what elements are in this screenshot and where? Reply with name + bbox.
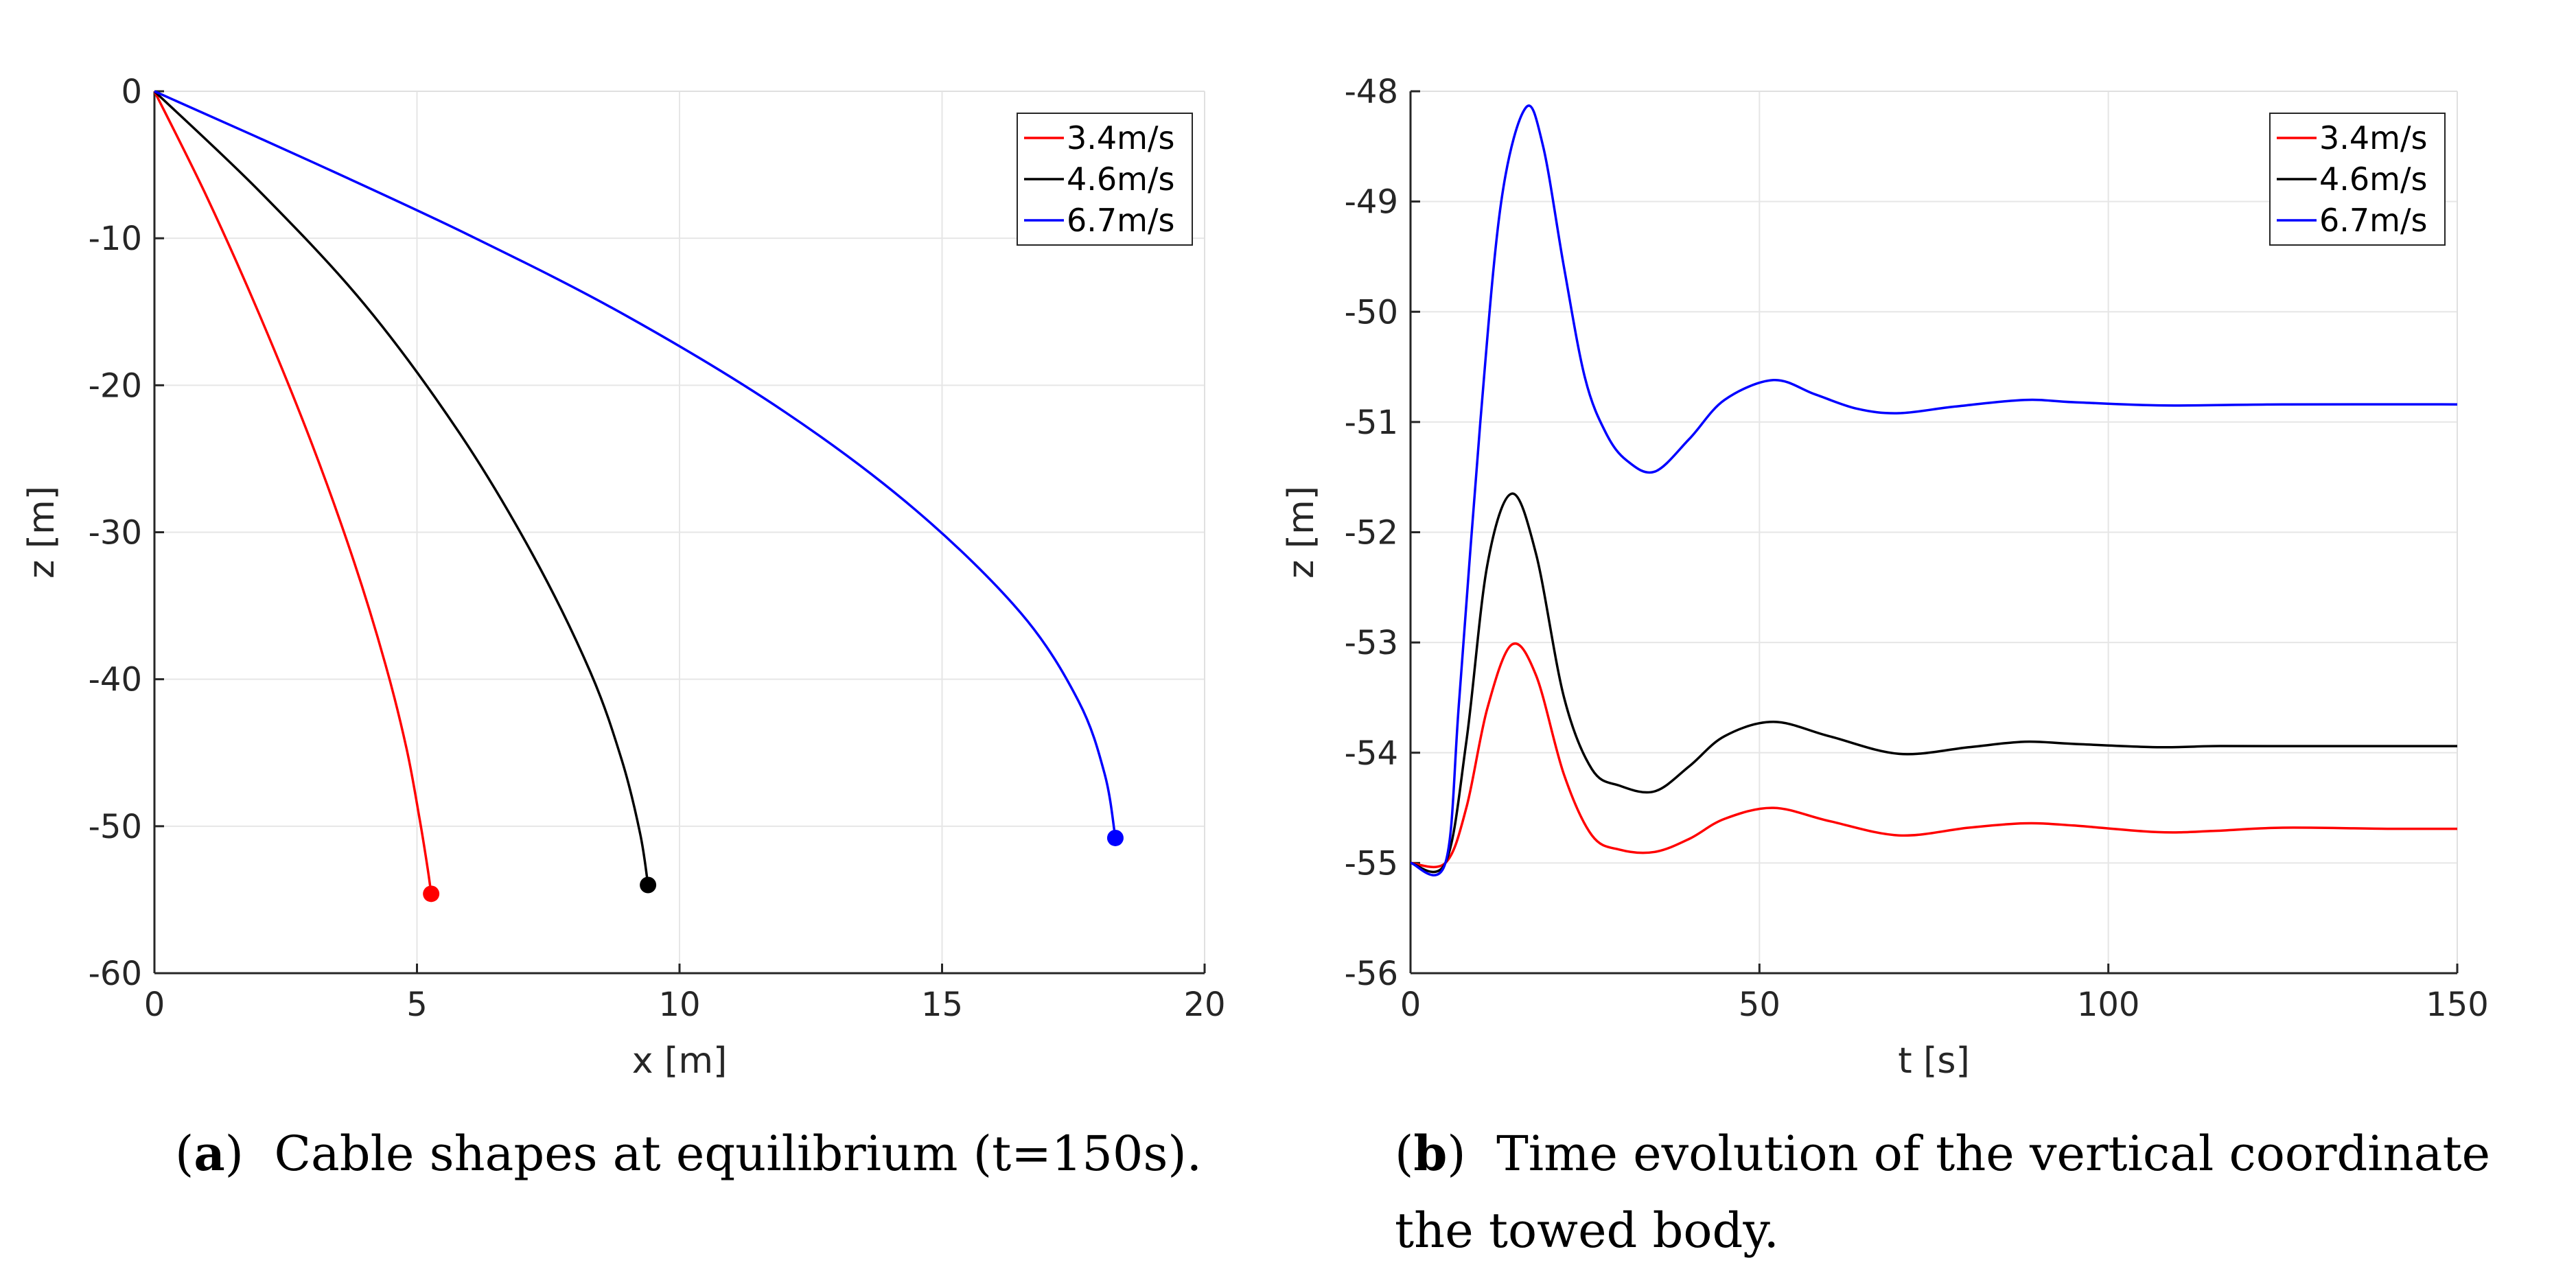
chart-b-y-tick-label-6: -54 <box>1345 734 1398 773</box>
caption-a-text: Cable shapes at equilibrium (t=150s). <box>274 1126 1202 1182</box>
chart-a-x-tick-label-1: 5 <box>406 986 428 1024</box>
chart-a-x-tick-label-3: 15 <box>921 986 963 1024</box>
chart-a-y-label: z [m] <box>21 486 62 579</box>
chart-a-series-2-end-marker <box>1106 829 1124 846</box>
chart-a-y-tick-label-6: -60 <box>89 955 142 993</box>
chart-a-series-0-line <box>153 91 432 894</box>
caption-b-text: Time evolution of the vertical coordinat… <box>1496 1126 2491 1182</box>
caption-a-label: a <box>194 1125 225 1182</box>
chart-a-legend-label-0: 3.4m/s <box>1067 119 1174 156</box>
chart-b-x-tick-label-0: 0 <box>1400 986 1422 1024</box>
chart-a-y-tick-label-1: -10 <box>89 220 142 258</box>
chart-a-x-label: x [m] <box>632 1040 728 1082</box>
chart-b-x-label: t [s] <box>1898 1040 1970 1082</box>
chart-b-y-tick-label-2: -50 <box>1345 293 1398 331</box>
chart-b-legend-label-1: 4.6m/s <box>2319 161 2427 198</box>
chart-a-series-0-end-marker <box>423 885 440 903</box>
chart-a-series-1-line <box>153 90 649 885</box>
chart-a-y-tick-label-3: -30 <box>89 514 142 552</box>
chart-b-legend-label-2: 6.7m/s <box>2319 202 2427 239</box>
chart-a-series-1-end-marker <box>640 876 657 894</box>
chart-a-y-tick-label-0: 0 <box>121 73 142 111</box>
chart-b-y-tick-label-4: -52 <box>1345 514 1398 552</box>
chart-b-y-label: z [m] <box>1281 486 1322 579</box>
chart-a-series-2-line <box>154 90 1117 839</box>
chart-a-x-tick-label-4: 20 <box>1183 986 1225 1024</box>
chart-b-x-tick-label-3: 150 <box>2426 986 2489 1024</box>
chart-a-y-tick-label-2: -20 <box>89 366 142 405</box>
chart-b-series-0-line <box>1410 642 2458 869</box>
caption-b-label: b <box>1413 1125 1448 1182</box>
chart-b-x-tick-label-1: 50 <box>1739 986 1780 1024</box>
chart-b-x-tick-label-2: 100 <box>2077 986 2140 1024</box>
chart-b-y-tick-label-3: -51 <box>1345 404 1398 442</box>
caption-b-text2: the towed body. <box>1395 1202 1779 1259</box>
chart-b-y-tick-label-0: -48 <box>1345 73 1398 111</box>
chart-a-y-tick-label-5: -50 <box>89 808 142 846</box>
chart-b-series-1-line <box>1410 492 2457 874</box>
chart-b-legend-label-0: 3.4m/s <box>2319 119 2427 156</box>
chart-a-legend-label-2: 6.7m/s <box>1067 202 1174 239</box>
chart-a-x-tick-label-2: 10 <box>658 986 700 1024</box>
chart-a-x-tick-label-0: 0 <box>144 986 165 1024</box>
chart-a-legend-label-1: 4.6m/s <box>1067 161 1174 198</box>
caption-a: (a) Cable shapes at equilibrium (t=150s)… <box>175 1125 1202 1182</box>
chart-b-y-tick-label-1: -49 <box>1345 183 1398 222</box>
chart-b-series-2-line <box>1410 104 2458 876</box>
chart-b-y-tick-label-7: -55 <box>1345 844 1398 883</box>
chart-b-y-tick-label-5: -53 <box>1345 624 1398 662</box>
chart-b-y-tick-label-8: -56 <box>1345 955 1398 993</box>
chart-a-y-tick-label-4: -40 <box>89 661 142 699</box>
caption-b: (b) Time evolution of the vertical coord… <box>1395 1125 2491 1259</box>
